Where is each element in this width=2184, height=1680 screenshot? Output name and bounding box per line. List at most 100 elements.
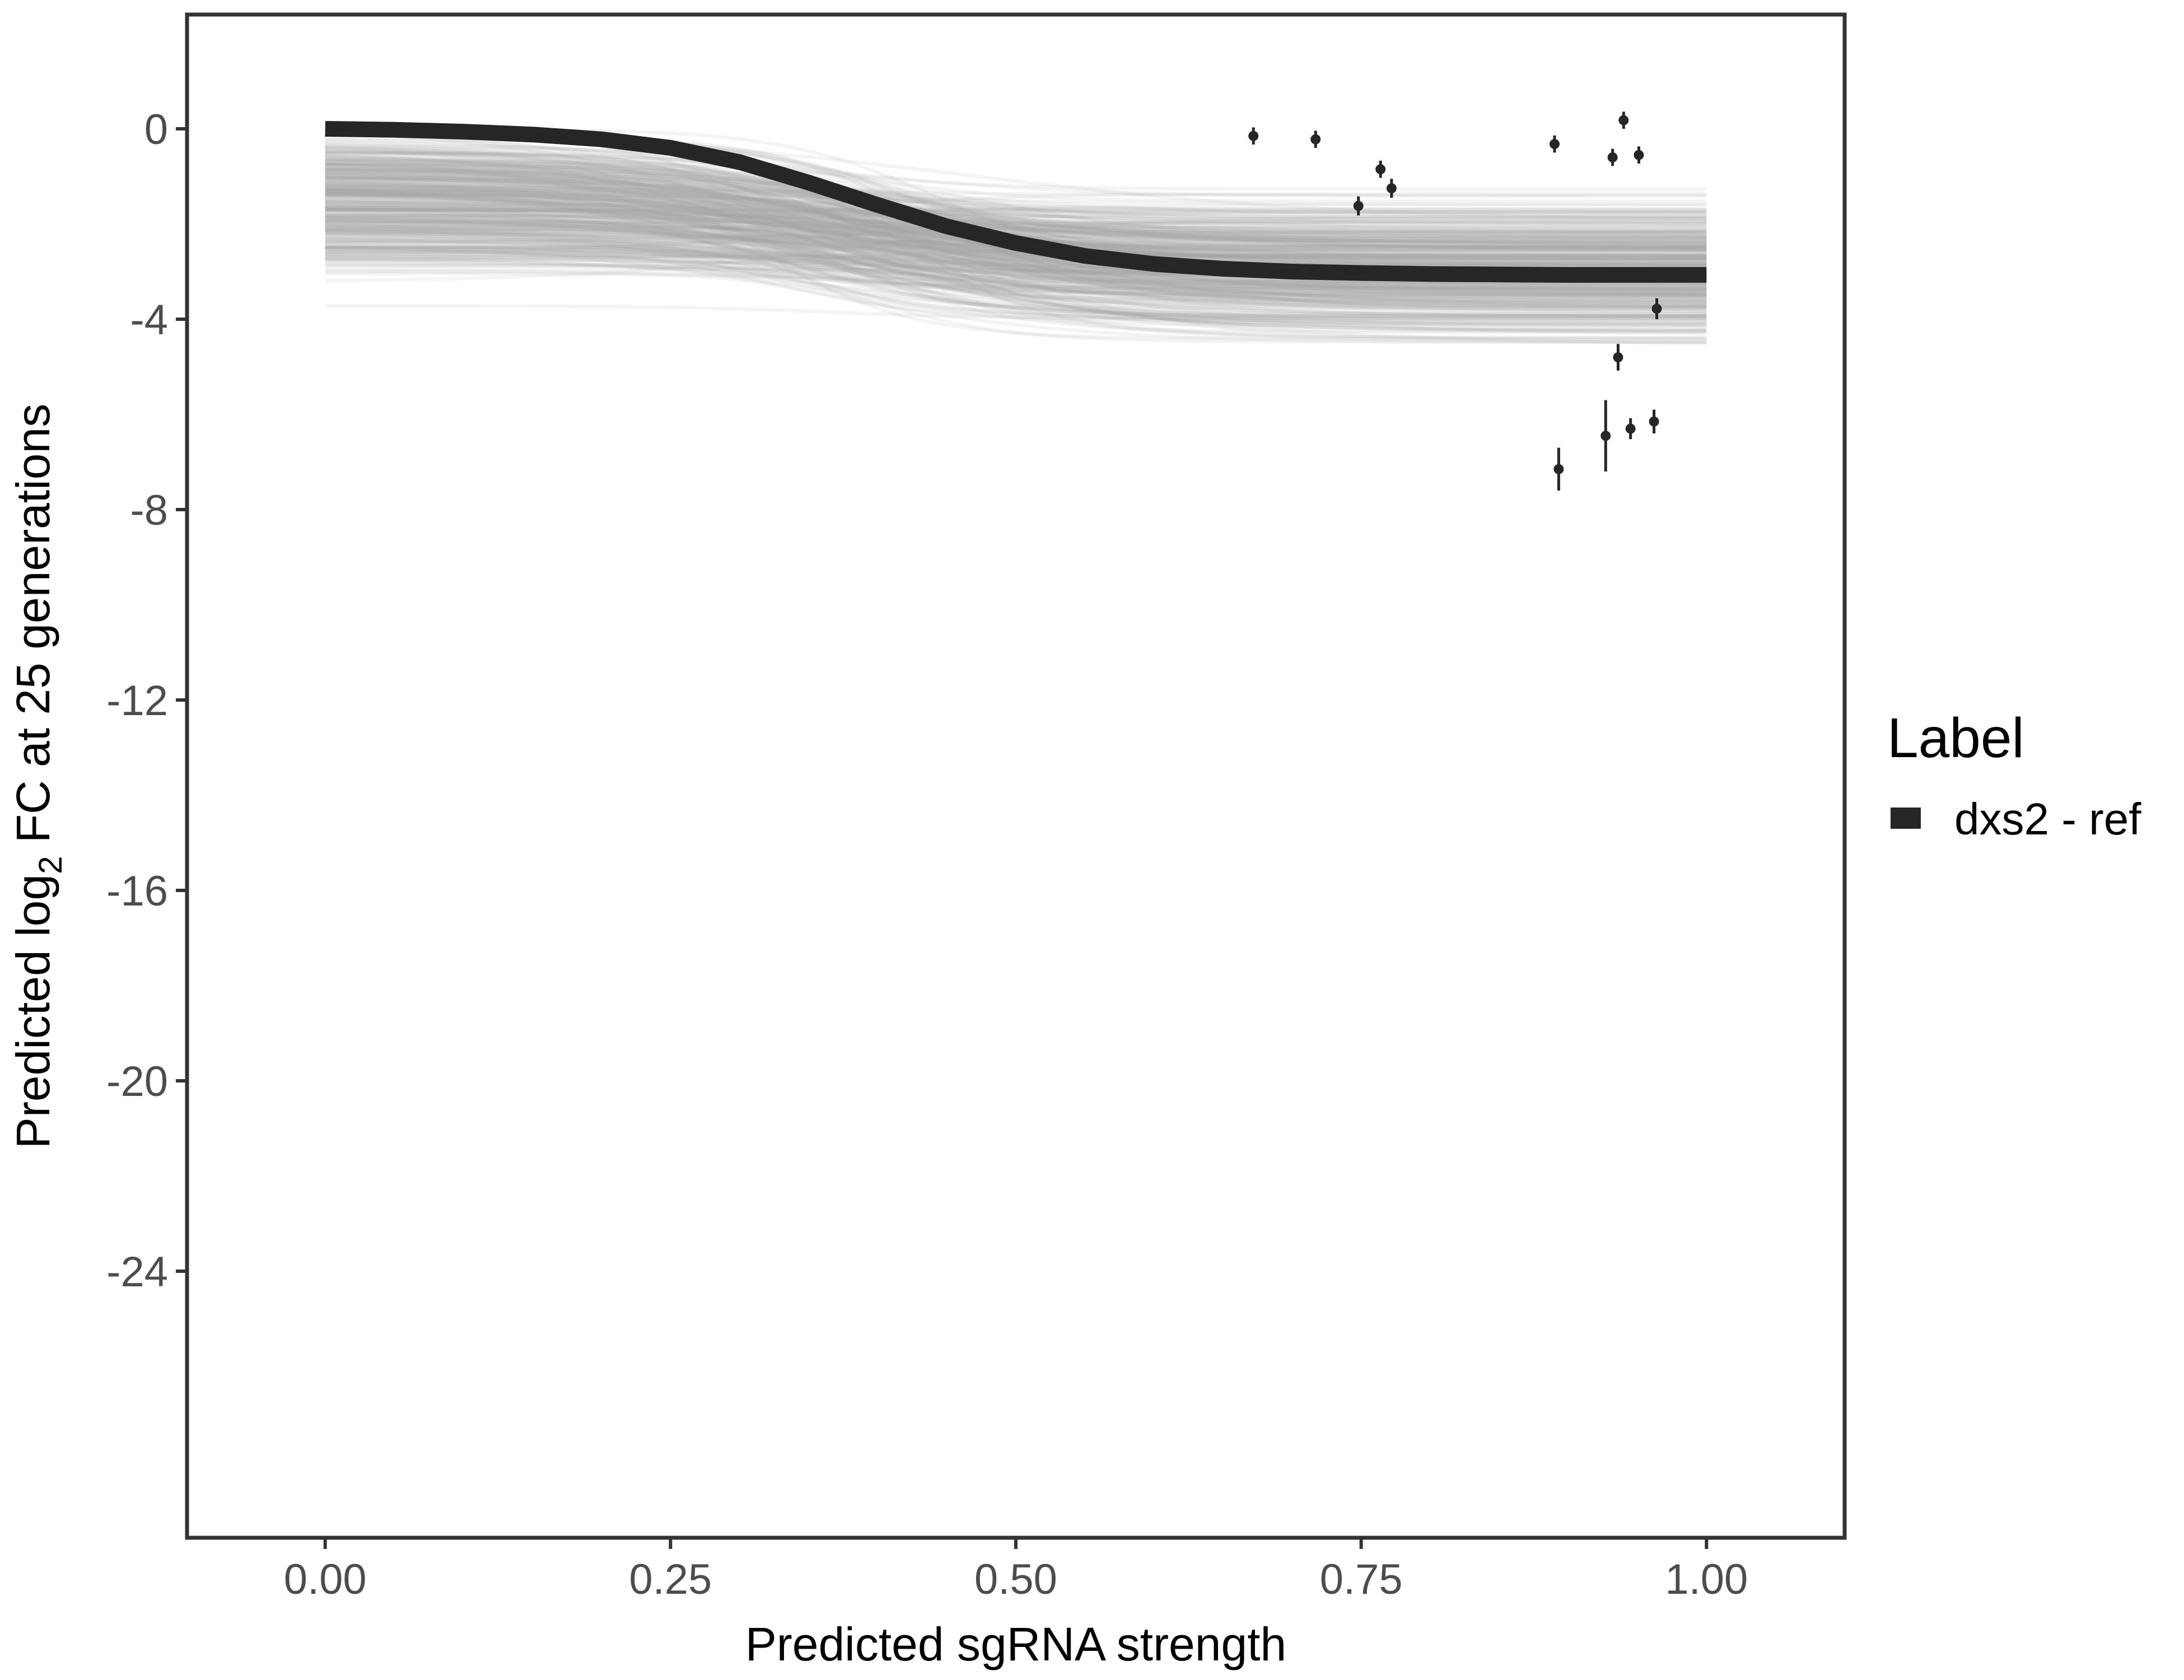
y-tick-label: -16: [106, 867, 168, 915]
posterior-draw-line: [325, 169, 1707, 240]
posterior-draw-line: [325, 184, 1707, 220]
posterior-draw-line: [325, 270, 1707, 291]
posterior-draw-line: [325, 226, 1707, 235]
posterior-draw-line: [325, 184, 1707, 307]
y-tick-label: -20: [106, 1058, 168, 1105]
posterior-draw-line: [325, 169, 1707, 218]
posterior-draw-line: [325, 203, 1707, 248]
posterior-draw-line: [325, 245, 1707, 334]
posterior-draw-line: [325, 161, 1707, 305]
posterior-draw-line: [325, 171, 1707, 237]
posterior-draw-line: [325, 180, 1707, 226]
posterior-draw-line: [325, 224, 1707, 234]
data-point: [1600, 400, 1611, 472]
posterior-draw-line: [325, 245, 1707, 323]
y-axis-title-rest: FC at 25 generations: [7, 404, 59, 856]
posterior-draw-line: [325, 188, 1707, 290]
posterior-draw-line: [325, 171, 1707, 284]
y-axis-title-main: Predicted log: [7, 874, 59, 1149]
data-point: [1248, 127, 1259, 145]
posterior-draw-line: [325, 245, 1707, 293]
posterior-draw-line: [325, 151, 1707, 304]
posterior-draw-line: [325, 173, 1707, 239]
posterior-draw-line: [325, 162, 1707, 225]
posterior-draw-line: [325, 221, 1707, 226]
posterior-draw-line: [325, 190, 1707, 267]
posterior-draw-line: [325, 212, 1707, 250]
point-marker: [1651, 304, 1662, 314]
posterior-draw-line: [325, 146, 1707, 300]
posterior-draw-line: [325, 166, 1707, 227]
posterior-draw-line: [325, 162, 1707, 326]
posterior-draw-line: [325, 157, 1707, 321]
posterior-draw-line: [325, 225, 1707, 335]
posterior-draw-line: [325, 176, 1707, 238]
posterior-draw-line: [325, 141, 1707, 261]
posterior-draw-line: [325, 196, 1707, 245]
data-point: [1550, 135, 1560, 153]
posterior-draw-line: [325, 227, 1707, 318]
posterior-draw-line: [325, 231, 1707, 287]
posterior-draw-line: [325, 217, 1707, 307]
posterior-draw-line: [325, 182, 1707, 268]
posterior-draw-line: [325, 220, 1707, 332]
legend-label-dxs2-ref: dxs2 - ref: [1954, 794, 2141, 844]
posterior-draw-line: [325, 167, 1707, 263]
posterior-draw-line: [325, 209, 1707, 234]
posterior-draw-line: [325, 206, 1707, 334]
posterior-draw-line: [325, 207, 1707, 213]
posterior-draw-line: [325, 229, 1707, 345]
posterior-draw-line: [325, 229, 1707, 268]
posterior-draw-line: [325, 249, 1707, 320]
posterior-draw-line: [325, 211, 1707, 223]
y-axis-title: Predicted log2 FC at 25 generations: [7, 404, 69, 1149]
posterior-draw-line: [325, 152, 1707, 331]
posterior-draw-line: [325, 188, 1707, 328]
posterior-draw-line: [325, 216, 1707, 297]
posterior-draw-line: [325, 236, 1707, 290]
posterior-draw-line: [325, 189, 1707, 318]
posterior-draw-line: [325, 199, 1707, 339]
posterior-draw-line: [325, 216, 1707, 287]
posterior-draw-line: [325, 249, 1707, 264]
posterior-draw-line: [325, 185, 1707, 232]
posterior-draw-line: [325, 264, 1707, 287]
posterior-draw-line: [325, 158, 1707, 232]
posterior-draw-line: [325, 155, 1707, 249]
point-marker: [1553, 464, 1564, 474]
posterior-draw-line: [325, 224, 1707, 261]
posterior-draw-line: [325, 206, 1707, 309]
data-point: [1375, 160, 1386, 178]
point-marker: [1353, 200, 1364, 211]
data-point: [1618, 111, 1629, 129]
posterior-draw-line: [325, 214, 1707, 298]
data-point: [1607, 148, 1618, 166]
posterior-draw-line: [325, 188, 1707, 222]
posterior-draw-line: [325, 184, 1707, 296]
y-tick-label: -8: [130, 487, 168, 534]
posterior-draw-line: [325, 162, 1707, 307]
point-marker: [1375, 164, 1386, 175]
posterior-draw-line: [325, 171, 1707, 230]
posterior-draw-line: [325, 213, 1707, 234]
posterior-draw-line: [325, 166, 1707, 333]
point-marker: [1550, 139, 1560, 150]
posterior-draw-line: [325, 194, 1707, 308]
posterior-draw-line: [325, 222, 1707, 309]
posterior-draw-line: [325, 238, 1707, 304]
posterior-draw-line: [325, 178, 1707, 307]
posterior-draw-line: [325, 151, 1707, 262]
posterior-draw-line: [325, 178, 1707, 212]
posterior-draw-line: [325, 254, 1707, 316]
point-marker: [1625, 423, 1636, 434]
posterior-draw-line: [325, 207, 1707, 213]
posterior-draw-line: [325, 210, 1707, 319]
posterior-draw-line: [325, 182, 1707, 298]
posterior-draw-line: [325, 163, 1707, 291]
posterior-draw-line: [325, 176, 1707, 235]
posterior-draw-line: [325, 230, 1707, 321]
x-tick-label: 1.00: [1665, 1556, 1748, 1603]
posterior-draw-line: [325, 258, 1707, 332]
posterior-draw-line: [325, 151, 1707, 244]
